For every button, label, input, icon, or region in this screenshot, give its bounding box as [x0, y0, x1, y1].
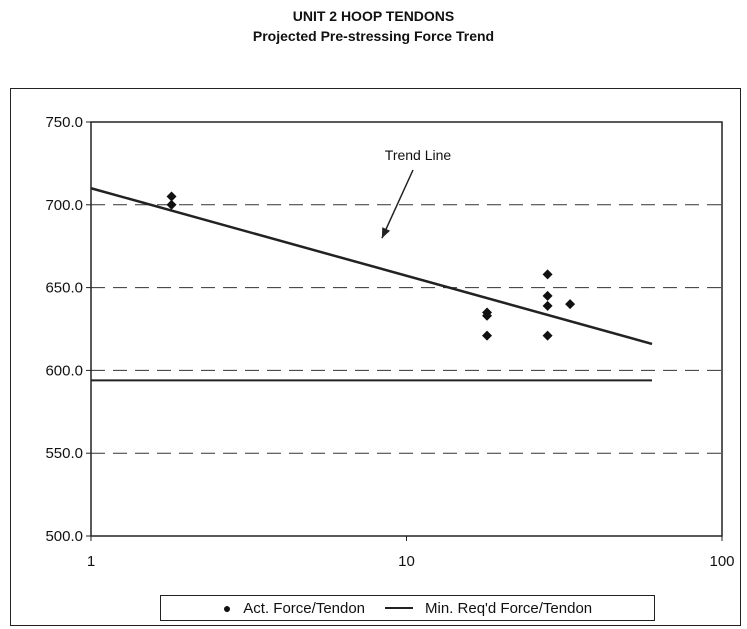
y-tick-label-3: 650.0 — [45, 280, 83, 297]
y-tick-label-1: 550.0 — [45, 445, 83, 462]
chart-legend: ● Act. Force/Tendon Min. Req'd Force/Ten… — [160, 595, 655, 621]
annotation-arrowhead — [381, 227, 391, 239]
chart-subtitle: Projected Pre-stressing Force Trend — [252, 28, 495, 44]
y-tick-label-2: 600.0 — [45, 362, 83, 379]
data-point-9 — [565, 299, 576, 310]
data-point-8 — [542, 330, 553, 341]
data-point-1 — [166, 199, 177, 210]
trend-line — [90, 187, 653, 346]
annotation-label: Trend Line — [385, 147, 452, 163]
legend-item-actual: Act. Force/Tendon — [243, 599, 366, 617]
data-point-5 — [542, 269, 553, 280]
data-point-7 — [542, 300, 553, 311]
y-tick-label-0: 500.0 — [45, 528, 83, 545]
annotation-arrow-shaft — [381, 169, 414, 239]
x-tick-label-0: 1 — [87, 553, 95, 570]
y-tick-label-4: 700.0 — [45, 197, 83, 214]
data-point-4 — [482, 330, 493, 341]
data-point-6 — [542, 290, 553, 301]
legend-line-icon — [385, 607, 414, 609]
x-tick-label-1: 10 — [398, 553, 415, 570]
data-point-0 — [166, 191, 177, 202]
legend-marker-icon: ● — [222, 600, 232, 616]
chart-frame — [10, 88, 741, 626]
y-tick-label-5: 750.0 — [45, 114, 83, 131]
x-tick-label-2: 100 — [709, 553, 734, 570]
chart-title: UNIT 2 HOOP TENDONS — [292, 8, 455, 24]
data-point-3 — [482, 310, 493, 321]
legend-item-minimum: Min. Req'd Force/Tendon — [425, 599, 593, 617]
